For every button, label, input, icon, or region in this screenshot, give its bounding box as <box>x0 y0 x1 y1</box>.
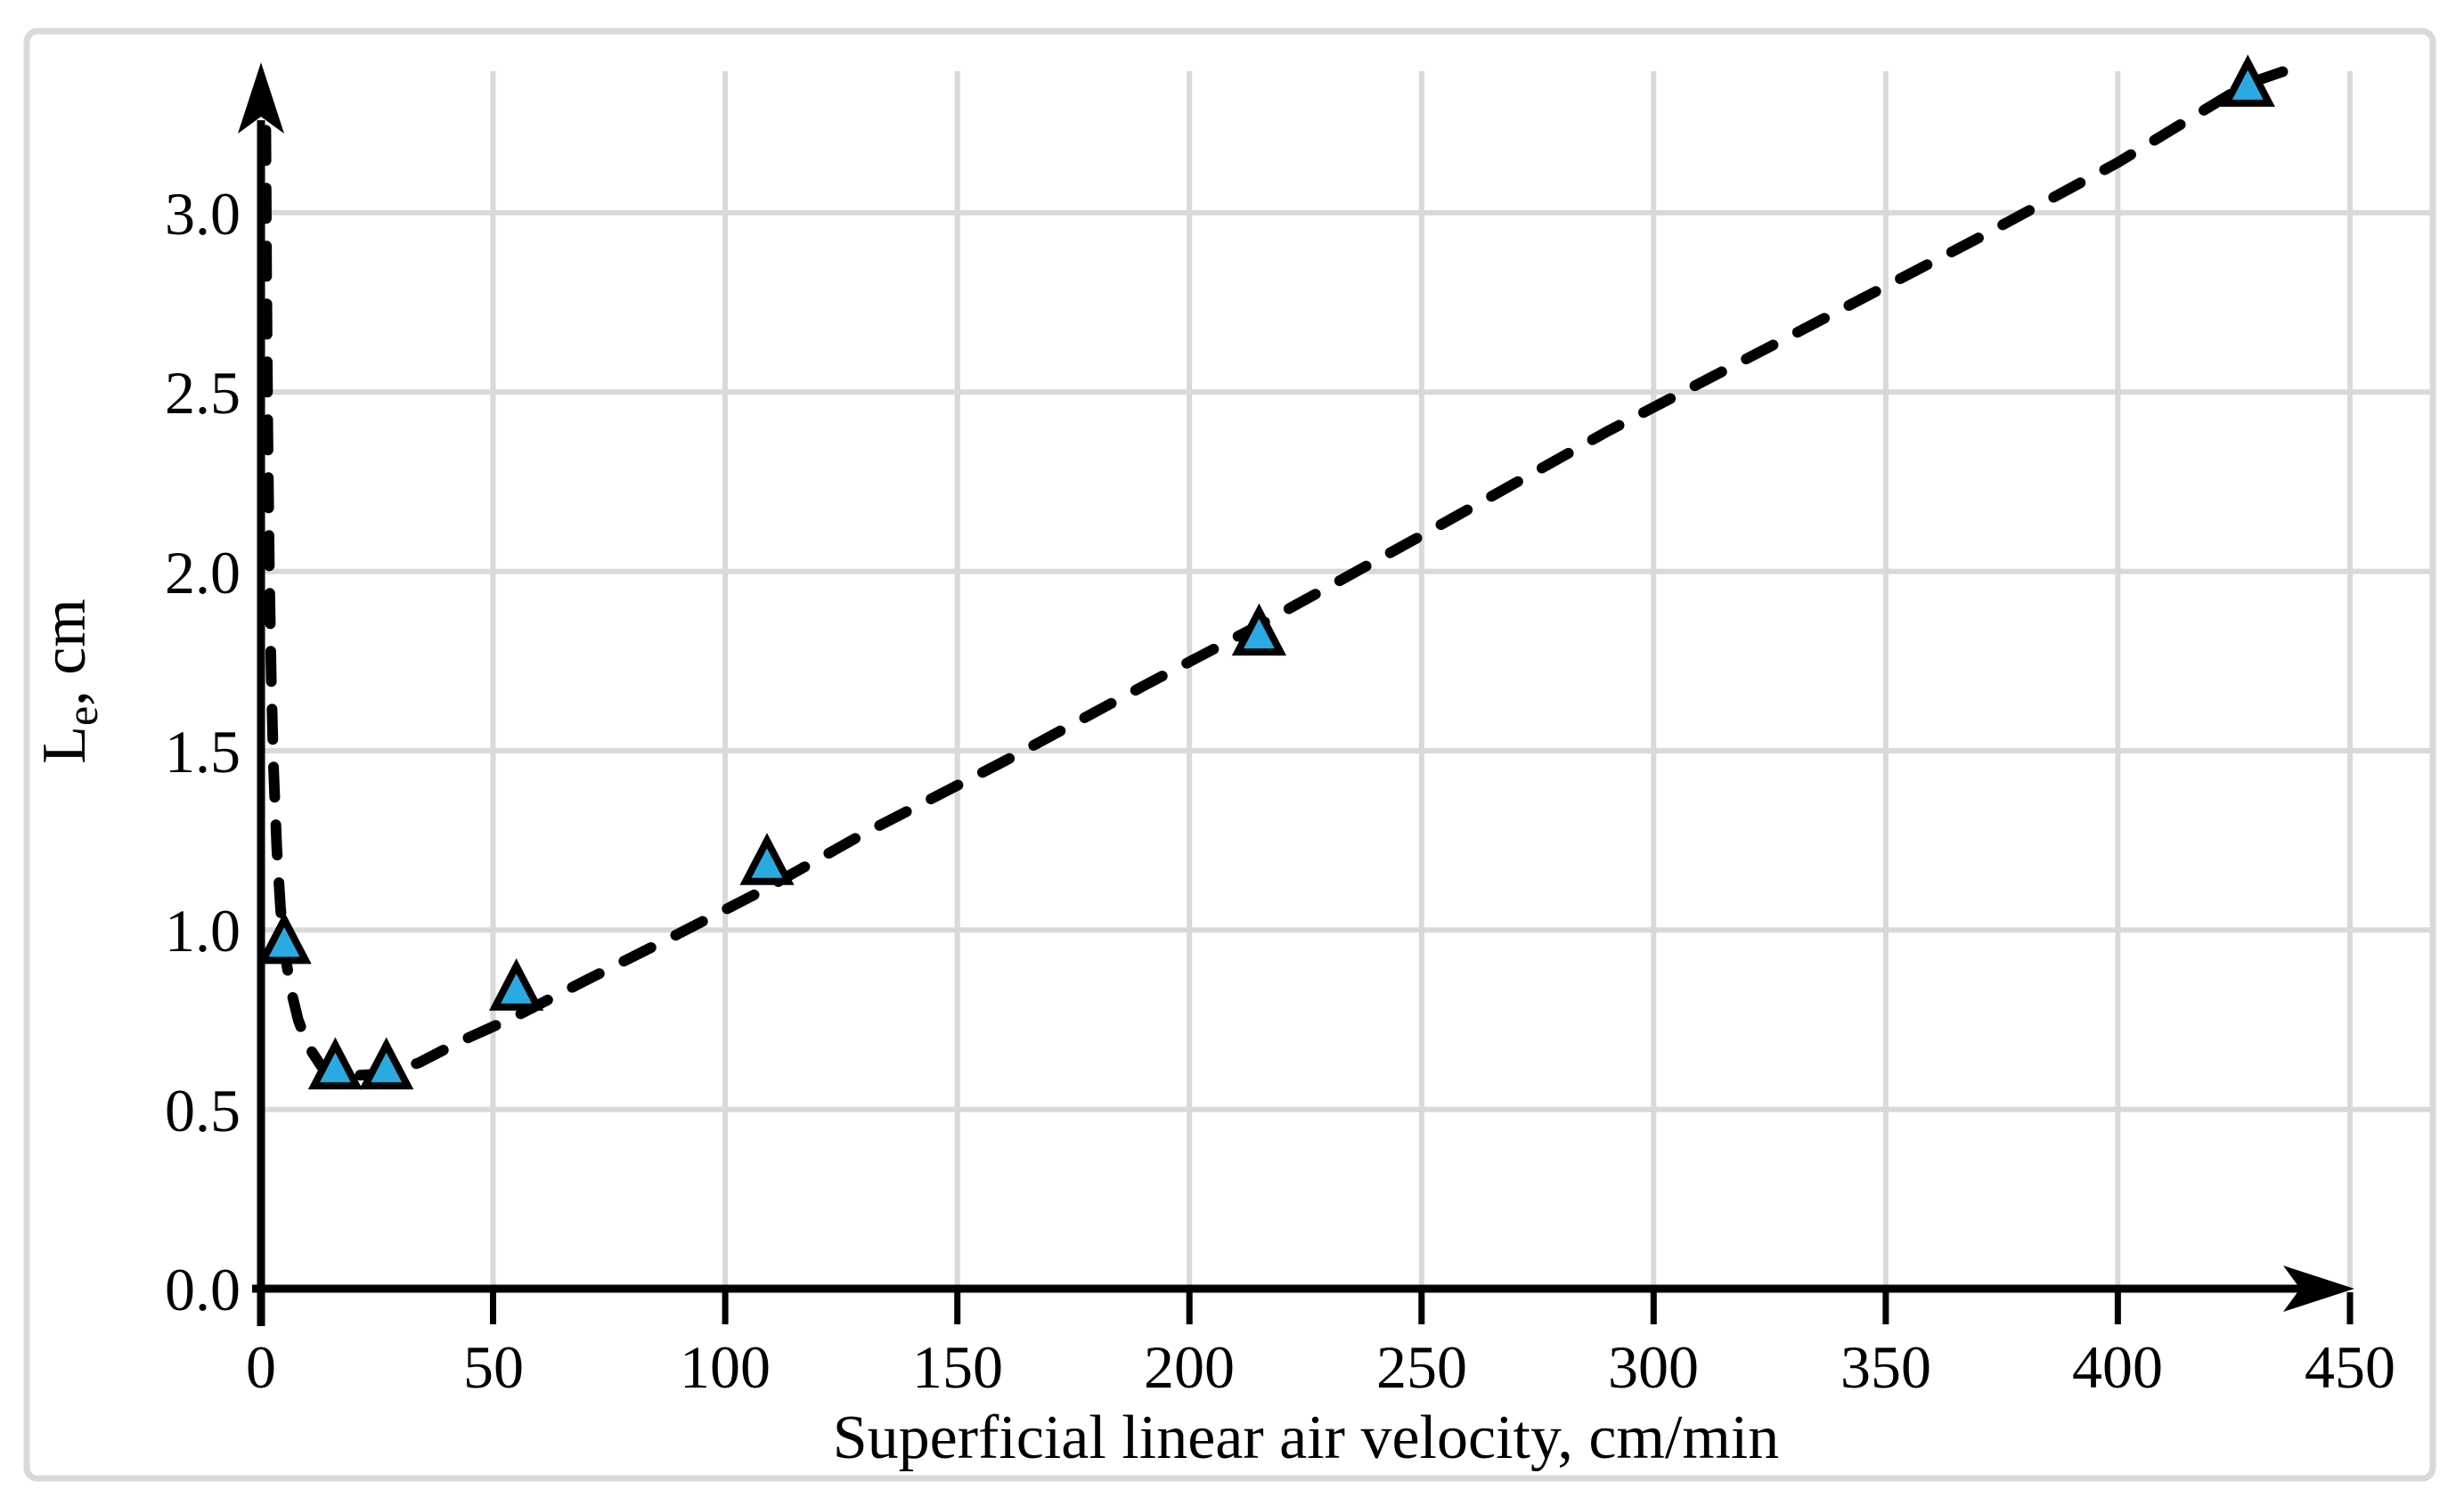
trendline-path <box>260 63 2296 1081</box>
x-tick-label: 150 <box>912 1333 1003 1401</box>
y-tick-label: 0.5 <box>165 1077 241 1144</box>
x-tick-label: 200 <box>1144 1333 1235 1401</box>
x-tick-label: 400 <box>2072 1333 2163 1401</box>
y-axis-arrow-icon <box>238 62 284 134</box>
data-point-marker <box>1231 603 1286 656</box>
x-tick-label: 450 <box>2305 1333 2395 1401</box>
x-axis-arrow-icon <box>2283 1266 2354 1312</box>
y-axis <box>238 62 284 1326</box>
x-tick-labels: 0 50 100 150 200 250 300 350 400 450 <box>246 1333 2395 1401</box>
x-tick-label: 350 <box>1840 1333 1931 1401</box>
x-tick-label: 100 <box>680 1333 771 1401</box>
gridlines <box>261 71 2433 1289</box>
y-axis-title: Le, cm <box>30 598 107 764</box>
data-point-marker <box>257 911 312 965</box>
x-axis-title: Superficial linear air velocity, cm/min <box>833 1404 1780 1472</box>
x-tick-label: 250 <box>1376 1333 1467 1401</box>
y-tick-labels: 0.0 0.5 1.0 1.5 2.0 2.5 3.0 <box>165 180 241 1323</box>
data-point-marker <box>307 1037 363 1090</box>
y-tick-label: 1.5 <box>165 718 241 786</box>
figure-border <box>23 28 2436 1482</box>
data-point-marker <box>359 1037 414 1090</box>
x-axis <box>252 1266 2354 1312</box>
x-tick-label: 50 <box>463 1333 524 1401</box>
x-axis-ticks <box>257 1292 2354 1324</box>
y-tick-label: 0.0 <box>165 1256 241 1323</box>
data-point-marker <box>2220 54 2275 107</box>
y-axis-title-subscript: e <box>57 706 107 726</box>
y-tick-label: 2.0 <box>165 539 241 606</box>
y-tick-label: 2.5 <box>165 359 241 427</box>
y-axis-title-rest: , cm <box>30 598 99 706</box>
data-point-marker <box>489 958 544 1011</box>
y-tick-label: 3.0 <box>165 180 241 248</box>
x-tick-label: 0 <box>246 1333 276 1401</box>
x-tick-label: 300 <box>1608 1333 1699 1401</box>
data-point-marker <box>739 833 795 885</box>
y-tick-label: 1.0 <box>165 897 241 965</box>
data-point-markers <box>257 54 2275 1090</box>
y-axis-title-main: L <box>30 726 99 764</box>
